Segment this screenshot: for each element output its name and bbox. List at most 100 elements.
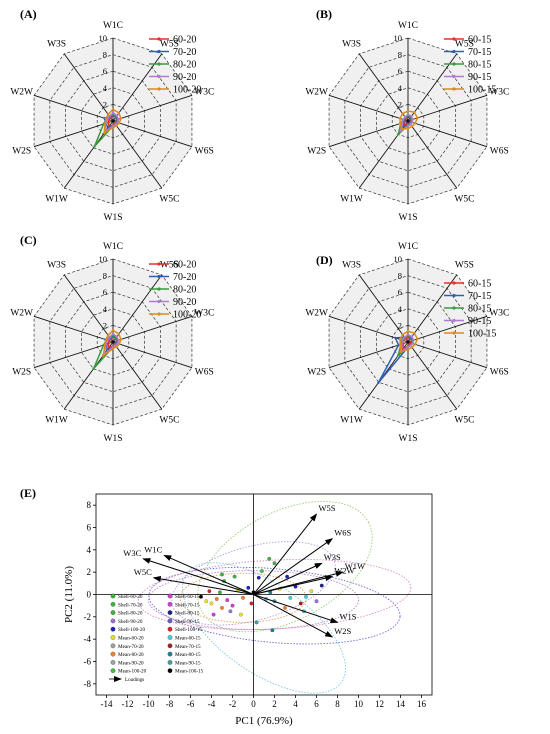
- radar-point: [115, 345, 118, 348]
- radar-point: [111, 126, 115, 129]
- loading-arrow: [163, 554, 254, 595]
- radar-point: [92, 367, 95, 371]
- radar-tick-label: 8: [398, 271, 402, 281]
- radar-axis-label: W1S: [104, 213, 123, 223]
- legend-label: 60-20: [173, 35, 196, 46]
- legend-marker: [452, 306, 456, 310]
- score-point: [209, 601, 214, 606]
- x-tick-label: -6: [187, 699, 195, 709]
- radar-axis-label: W3C: [489, 87, 509, 97]
- legend-label: 60-20: [173, 260, 196, 271]
- radar-axis-label: W6S: [490, 368, 509, 378]
- legend-label: 80-20: [173, 285, 196, 296]
- x-tick-label: 16: [417, 699, 427, 709]
- radar-point: [117, 118, 120, 121]
- panel-label: (C): [20, 233, 37, 247]
- loading-arrow: [253, 513, 318, 595]
- legend-label: 100-20: [173, 310, 201, 321]
- legend-marker: [110, 610, 116, 615]
- score-point: [207, 589, 212, 594]
- loading-arrow: [253, 562, 323, 595]
- radar-point: [413, 332, 416, 335]
- radar-tick-label: 6: [398, 66, 402, 76]
- score-point: [314, 599, 319, 604]
- score-point: [204, 599, 209, 604]
- legend-loading-label: Loadings: [125, 677, 144, 683]
- radar-spoke: [407, 341, 488, 369]
- radar-spoke: [112, 120, 193, 148]
- legend-marker: [110, 593, 116, 599]
- legend-marker: [157, 262, 161, 266]
- legend-marker: [452, 74, 456, 79]
- legend-marker: [110, 651, 116, 657]
- x-axis-title: PC1 (76.9%): [235, 715, 293, 727]
- legend-label: 90-20: [173, 297, 196, 308]
- x-tick-label: -10: [143, 699, 155, 709]
- radar-spoke: [112, 274, 163, 343]
- radar-axis-label: W5S: [455, 260, 474, 270]
- legend-label: Mean-90-15: [175, 660, 201, 666]
- radar-point: [104, 338, 108, 341]
- legend-label: 80-15: [468, 60, 491, 71]
- radar-axis-label: W1W: [45, 195, 68, 205]
- loading-label: W5S: [319, 503, 336, 513]
- radar-point: [397, 133, 400, 136]
- legend-label: Mean-70-15: [175, 644, 201, 650]
- radar-axis-label: W2S: [307, 147, 326, 157]
- score-point: [246, 585, 251, 590]
- radar-tick-label: 10: [99, 254, 108, 264]
- radar-spoke: [63, 53, 114, 122]
- legend-marker: [452, 318, 456, 323]
- radar-point: [406, 127, 410, 130]
- radar-tick-label: 4: [398, 83, 403, 93]
- score-point: [298, 601, 303, 606]
- radar-point: [399, 350, 402, 354]
- radar-point: [410, 121, 414, 124]
- radar-axis-label: W3C: [194, 308, 214, 318]
- loading-label: W2W: [334, 566, 354, 576]
- legend-label: 70-15: [468, 47, 491, 58]
- radar-spoke: [63, 274, 114, 343]
- confidence-ellipse: [197, 500, 373, 633]
- legend-label: Shell-90-20: [118, 619, 143, 625]
- loading-label: W5C: [134, 567, 152, 577]
- radar-axis-label: W5C: [159, 416, 179, 426]
- legend-label: 90-20: [173, 72, 196, 83]
- radar-axis-label: W1C: [398, 242, 418, 252]
- legend-label: 70-20: [173, 272, 196, 283]
- radar-axis-label: W6S: [195, 147, 214, 157]
- radar-axis-label: W1C: [103, 21, 123, 31]
- x-tick-label: 14: [396, 699, 406, 709]
- legend-marker: [110, 643, 116, 649]
- score-point: [283, 606, 287, 610]
- radar-axis-label: W2W: [10, 308, 33, 318]
- radar-point: [115, 124, 118, 127]
- radar-spoke: [407, 120, 488, 148]
- radar-point: [111, 111, 115, 114]
- legend-label: 100-15: [468, 85, 496, 96]
- radar-point: [377, 381, 380, 385]
- radar-spoke: [112, 315, 193, 343]
- legend-label: Shell-80-15: [175, 611, 200, 617]
- legend-marker: [167, 601, 173, 607]
- radar-panel-1: 2 4 6 8 10 W1C W5S W3C W6S W5C W1S W1W W2S W2W W3S (A) 6…: [10, 7, 214, 223]
- loading-arrow: [253, 575, 334, 595]
- radar-tick-label: 10: [99, 33, 108, 43]
- legend-marker: [157, 312, 161, 316]
- score-point: [225, 598, 230, 602]
- radar-axis-label: W2S: [12, 147, 31, 157]
- score-point: [267, 556, 272, 561]
- legend-label: 70-15: [468, 291, 491, 302]
- legend-marker: [110, 668, 116, 674]
- radar-spoke: [358, 53, 409, 122]
- radar-point: [102, 354, 105, 357]
- score-point: [211, 612, 216, 617]
- score-point: [270, 628, 275, 633]
- radar-spoke: [407, 53, 458, 122]
- radar-axis-label: W2W: [10, 87, 33, 97]
- loading-arrow: [152, 575, 254, 595]
- panel-label: (B): [316, 7, 332, 21]
- radar-point: [111, 108, 115, 111]
- radar-spoke: [407, 94, 488, 122]
- legend-marker: [167, 651, 173, 657]
